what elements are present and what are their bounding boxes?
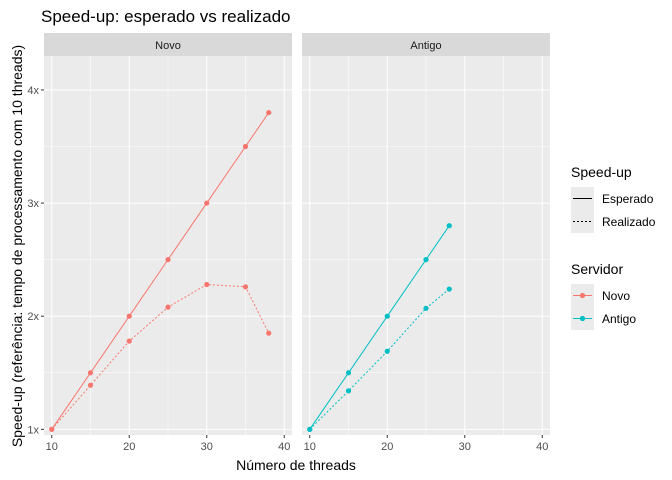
x-tick-label: 20 bbox=[123, 441, 135, 453]
legend-label: Esperado bbox=[602, 192, 654, 206]
x-tick-label: 20 bbox=[381, 441, 393, 453]
x-tick-label: 30 bbox=[201, 441, 213, 453]
x-tick-label: 10 bbox=[304, 441, 316, 453]
data-point bbox=[423, 257, 429, 263]
data-point bbox=[345, 370, 352, 376]
facet-panel-1: Antigo 10 20 30 40 bbox=[302, 33, 550, 453]
y-tick-label: 1x bbox=[27, 424, 39, 436]
data-point bbox=[242, 143, 249, 150]
data-point bbox=[384, 348, 390, 354]
x-tick-label: 30 bbox=[459, 441, 471, 453]
data-point bbox=[242, 284, 249, 290]
data-point bbox=[204, 281, 210, 288]
legend-title-servidor: Servidor bbox=[571, 261, 623, 277]
data-point bbox=[204, 200, 210, 206]
data-point bbox=[423, 305, 429, 311]
x-tick-label: 10 bbox=[46, 441, 58, 453]
data-point bbox=[87, 370, 94, 376]
data-point bbox=[266, 330, 272, 336]
series-line-realizado bbox=[309, 288, 450, 430]
legends: Speed-up Esperado Realizado Servidor Novo Ant… bbox=[571, 164, 656, 330]
facet-strip bbox=[44, 33, 292, 56]
y-axis-title: Speed-up (referência: tempo de processam… bbox=[9, 45, 25, 447]
legend-point-novo bbox=[579, 292, 586, 299]
y-tick-label: 2x bbox=[27, 311, 39, 323]
data-point bbox=[126, 313, 132, 319]
data-point bbox=[87, 382, 94, 388]
data-point bbox=[307, 426, 313, 432]
data-point bbox=[446, 223, 452, 229]
legend-title-speedup: Speed-up bbox=[571, 164, 632, 180]
legend-label: Antigo bbox=[602, 312, 636, 326]
legend-label: Novo bbox=[602, 289, 630, 303]
legend-label: Realizado bbox=[602, 215, 656, 229]
data-point bbox=[345, 388, 352, 394]
y-tick-label: 3x bbox=[27, 198, 39, 210]
data-point bbox=[165, 304, 171, 310]
facet-strip bbox=[302, 33, 550, 56]
x-tick-label: 40 bbox=[536, 441, 548, 453]
facet-strip-label: Novo bbox=[155, 40, 181, 52]
y-tick-label: 4x bbox=[27, 85, 39, 97]
data-point bbox=[384, 313, 390, 319]
data-point bbox=[126, 338, 132, 344]
data-point bbox=[165, 257, 171, 263]
data-point bbox=[446, 286, 452, 292]
facet-strip-label: Antigo bbox=[410, 40, 441, 52]
data-point bbox=[266, 109, 272, 116]
x-tick-label: 40 bbox=[278, 441, 290, 453]
facet-panels: Novo 10 20 30 40 1x 2x 3x 4x Antigo 10 20 30 40 bbox=[27, 33, 550, 453]
facet-panel-0: Novo 10 20 30 40 1x 2x 3x 4x bbox=[27, 33, 292, 453]
x-axis-title: Número de threads bbox=[236, 457, 356, 473]
chart-title: Speed-up: esperado vs realizado bbox=[41, 7, 291, 26]
data-point bbox=[49, 426, 55, 432]
legend-point-antigo bbox=[579, 315, 586, 322]
